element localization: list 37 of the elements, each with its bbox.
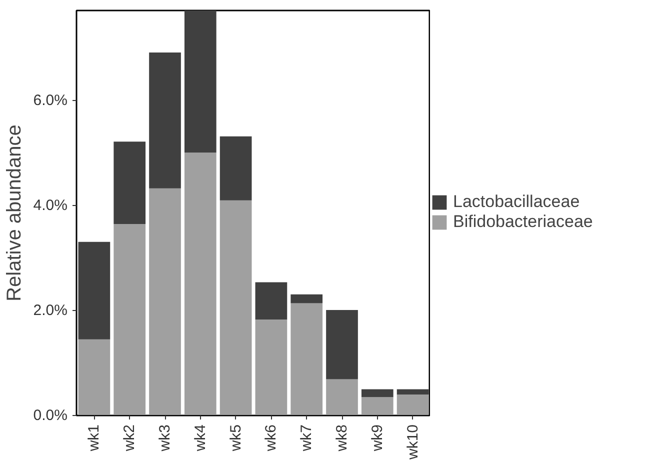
- x-tick-label: wk2: [121, 424, 138, 452]
- x-tick-label: wk9: [368, 424, 386, 452]
- bar: [149, 188, 181, 416]
- y-tick-label: 2.0%: [33, 302, 68, 320]
- y-axis-title: Relative abundance: [3, 124, 26, 302]
- x-tick-label: wk4: [192, 424, 209, 452]
- y-tick-label: 6.0%: [33, 92, 68, 110]
- bar: [326, 310, 358, 380]
- x-tick-label: wk1: [86, 424, 103, 452]
- x-tick-label: wk7: [298, 424, 316, 452]
- x-tick-label: wk5: [227, 424, 244, 452]
- x-tick-label: wk3: [156, 424, 174, 452]
- x-tick-label: wk6: [262, 424, 280, 452]
- legend-label: Lactobacillaceae: [453, 192, 580, 212]
- x-tick-label: wk8: [334, 424, 350, 452]
- bar: [184, 10, 216, 153]
- bar: [114, 224, 146, 416]
- bar: [361, 389, 394, 398]
- bar: [255, 319, 288, 416]
- bar: [149, 52, 181, 188]
- bar: [184, 152, 216, 416]
- bar: [396, 394, 429, 416]
- bar: [361, 397, 394, 416]
- bar: [326, 379, 358, 416]
- bar: [78, 339, 110, 416]
- bar: [290, 303, 323, 416]
- bar: [290, 294, 323, 304]
- bar: [220, 200, 252, 416]
- bar: [396, 389, 429, 395]
- bar: [255, 282, 288, 320]
- x-tick-label: wk10: [404, 424, 422, 461]
- y-tick-label: 4.0%: [33, 197, 68, 214]
- bar: [114, 142, 146, 224]
- legend-label: Bifidobacteriaceae: [453, 212, 593, 232]
- bar: [220, 136, 252, 200]
- bar: [78, 242, 110, 340]
- y-tick-label: 0.0%: [33, 407, 68, 424]
